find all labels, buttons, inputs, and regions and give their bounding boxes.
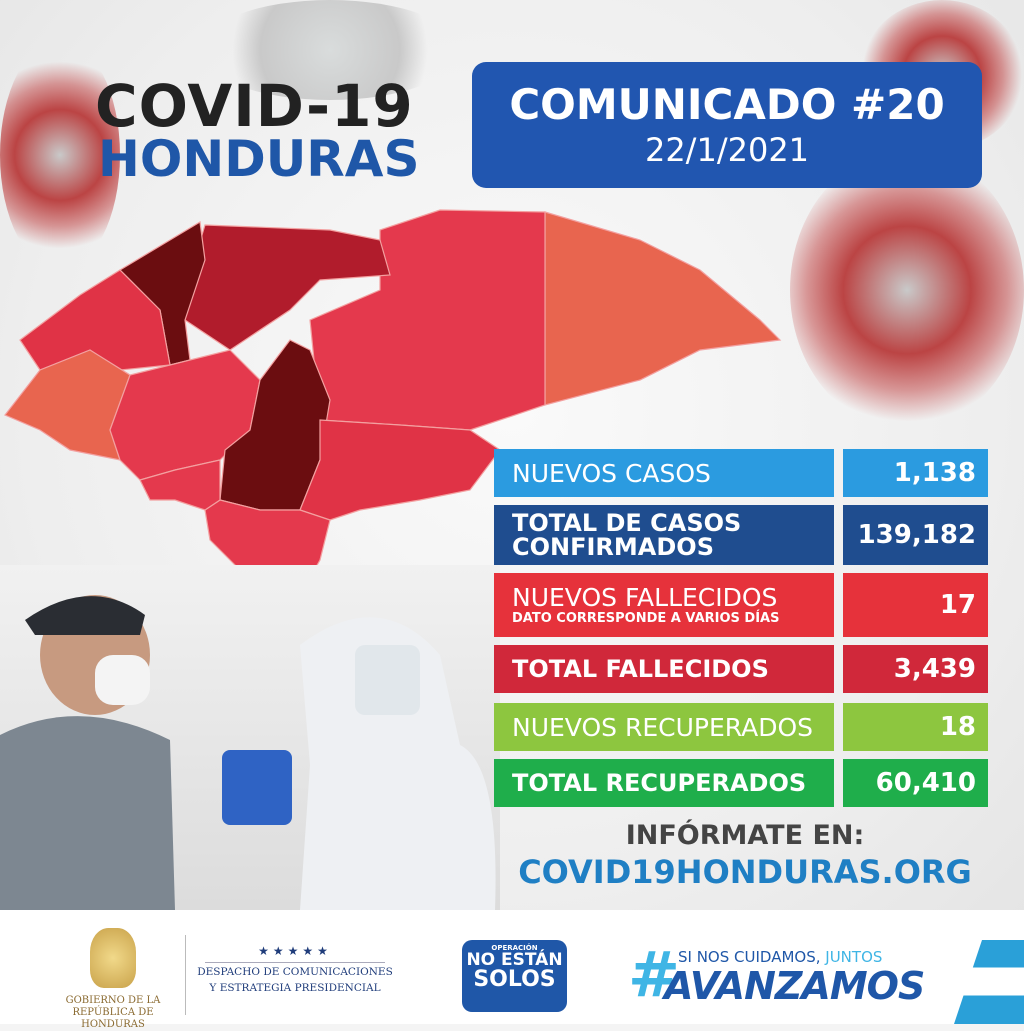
- communique-box: COMUNICADO #20 22/1/2021: [472, 62, 982, 188]
- stat-label-block: NUEVOS FALLECIDOS DATO CORRESPONDE A VAR…: [494, 573, 834, 637]
- coat-of-arms-logo: [90, 928, 136, 988]
- despacho-line1: DESPACHO DE COMUNICACIONES: [197, 966, 393, 978]
- communique-date: 22/1/2021: [644, 131, 810, 169]
- no-estan-solos-logo: OPERACIÓN NO ESTÁN SOLOS: [462, 940, 567, 1012]
- solos-bottom: SOLOS: [473, 967, 556, 992]
- stat-value: 17: [843, 573, 988, 637]
- despacho-logo: ★★★★★ DESPACHO DE COMUNICACIONES Y ESTRA…: [195, 942, 395, 997]
- stat-label: NUEVOS FALLECIDOS: [512, 583, 778, 612]
- hashtag-small-accent: JUNTOS: [825, 948, 883, 966]
- info-label: INFÓRMATE EN:: [625, 820, 865, 851]
- map-region: [139, 459, 221, 511]
- communique-title: COMUNICADO #20: [509, 80, 945, 129]
- stat-label: TOTAL FALLECIDOS: [494, 645, 834, 693]
- page-subtitle: HONDURAS: [98, 130, 420, 188]
- info-block: INFÓRMATE EN: COVID19HONDURAS.ORG: [505, 820, 985, 891]
- despacho-line2: Y ESTRATEGIA PRESIDENCIAL: [209, 981, 381, 994]
- virus-image: [200, 0, 460, 100]
- stat-value: 60,410: [843, 759, 988, 807]
- honduras-map: [4, 209, 782, 601]
- stat-note: DATO CORRESPONDE A VARIOS DÍAS: [512, 611, 780, 626]
- photo-aid-delivery: [0, 565, 500, 910]
- virus-image: [790, 150, 1024, 430]
- hashtag-small-text: SI NOS CUIDAMOS,: [678, 948, 821, 966]
- stat-value: 1,138: [843, 449, 988, 497]
- stat-row-nuevos-fallecidos: NUEVOS FALLECIDOS DATO CORRESPONDE A VAR…: [494, 573, 988, 637]
- stat-label: NUEVOS CASOS: [494, 449, 834, 497]
- stat-row-total-fallecidos: TOTAL FALLECIDOS 3,439: [494, 645, 988, 693]
- gobierno-label: GOBIERNO DE LA REPÚBLICA DE HONDURAS: [65, 995, 161, 1030]
- solos-mid: NO ESTÁN: [466, 950, 563, 970]
- avanzamos-logo: # SI NOS CUIDAMOS, JUNTOS AVANZAMOS: [628, 938, 928, 1018]
- map-region: [544, 211, 782, 406]
- stat-row-total-casos: TOTAL DE CASOS CONFIRMADOS 139,182: [494, 505, 988, 565]
- stat-row-nuevos-casos: NUEVOS CASOS 1,138: [494, 449, 988, 497]
- stat-value: 18: [843, 703, 988, 751]
- stat-row-total-recuperados: TOTAL RECUPERADOS 60,410: [494, 759, 988, 807]
- page-title: COVID-19: [95, 72, 414, 140]
- hashtag-small: SI NOS CUIDAMOS, JUNTOS: [678, 948, 882, 966]
- website-link[interactable]: COVID19HONDURAS.ORG: [518, 853, 972, 891]
- footer: GOBIERNO DE LA REPÚBLICA DE HONDURAS ★★★…: [0, 910, 1024, 1030]
- map-region: [4, 349, 131, 461]
- solos-top: OPERACIÓN: [491, 944, 538, 952]
- divider: [185, 935, 186, 1015]
- stat-label: TOTAL RECUPERADOS: [494, 759, 834, 807]
- virus-image: [0, 40, 120, 270]
- honduras-flag-icon: [954, 940, 1024, 1024]
- stars-icon: ★★★★★: [258, 944, 332, 958]
- map-region: [299, 419, 501, 521]
- stat-row-nuevos-recuperados: NUEVOS RECUPERADOS 18: [494, 703, 988, 751]
- stat-value: 139,182: [843, 505, 988, 565]
- stat-label: NUEVOS RECUPERADOS: [494, 703, 834, 751]
- stat-value: 3,439: [843, 645, 988, 693]
- hashtag-big: AVANZAMOS: [664, 964, 925, 1008]
- hashtag-icon: #: [628, 938, 680, 1011]
- stat-label: TOTAL DE CASOS CONFIRMADOS: [494, 505, 834, 565]
